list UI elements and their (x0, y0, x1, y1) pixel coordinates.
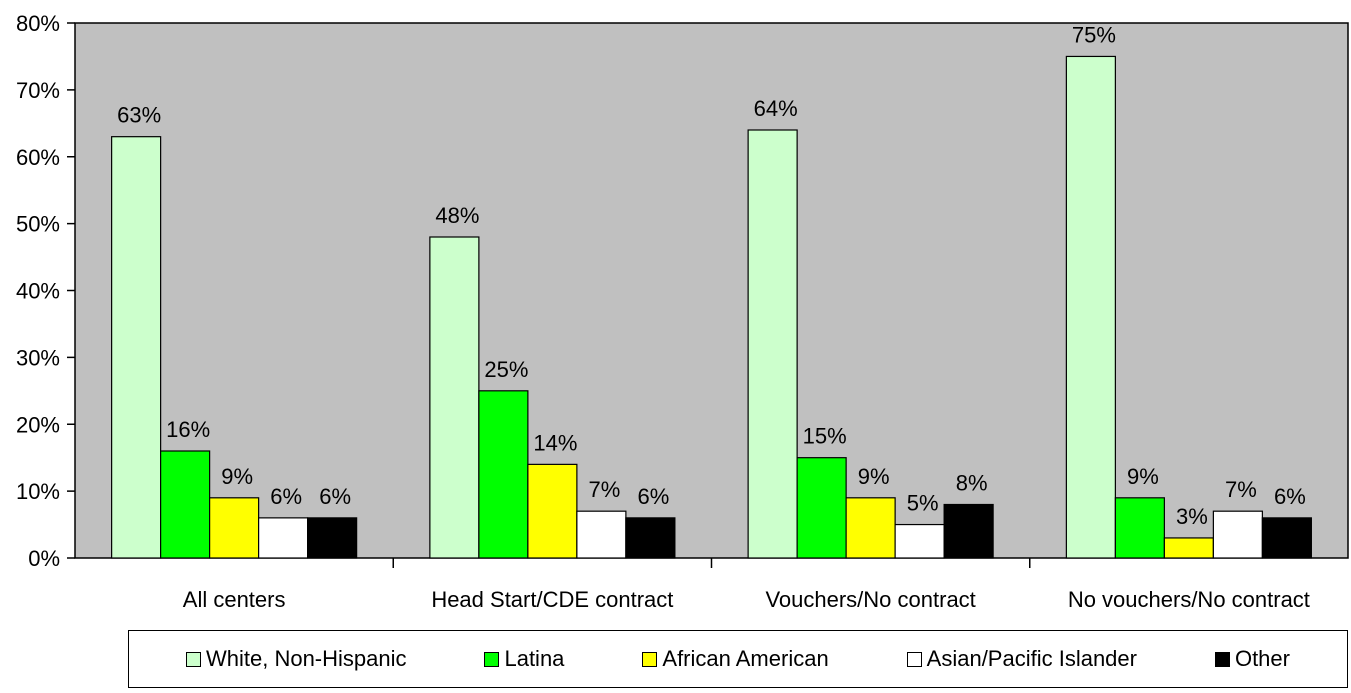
y-tick-label: 60% (16, 145, 60, 170)
category-label: All centers (183, 587, 286, 612)
legend-item: Other (1214, 646, 1290, 672)
plot-area (74, 22, 1349, 559)
bar (625, 517, 676, 559)
y-tick-label: 50% (16, 212, 60, 237)
data-label: 14% (533, 430, 577, 455)
bar-chart: 0% 10% 20% 30% 40% 50% 60% 70% 80% All centers Hea… (16, 11, 1349, 612)
data-label: 6% (319, 484, 351, 509)
legend-swatch (642, 651, 658, 667)
data-label: 75% (1072, 22, 1116, 47)
data-label: 15% (803, 424, 847, 449)
data-label: 64% (754, 96, 798, 121)
data-label: 5% (907, 491, 939, 516)
category-label: No vouchers/No contract (1068, 587, 1310, 612)
bar (258, 517, 309, 559)
bar (1261, 517, 1312, 559)
bar (307, 517, 358, 559)
legend-label: Asian/Pacific Islander (926, 646, 1137, 671)
category-label: Vouchers/No contract (765, 587, 975, 612)
data-label: 6% (1274, 484, 1306, 509)
bar (576, 510, 627, 559)
bar (845, 497, 896, 559)
y-tick-label: 80% (16, 11, 60, 36)
y-tick-label: 30% (16, 345, 60, 370)
legend-swatch (1214, 651, 1230, 667)
bar (747, 129, 798, 559)
y-tick-label: 20% (16, 412, 60, 437)
bar (1163, 537, 1214, 559)
data-label: 9% (1127, 464, 1159, 489)
y-tick-label: 0% (28, 546, 60, 571)
legend-label: African American (662, 646, 829, 671)
y-tick-label: 70% (16, 78, 60, 103)
legend: White, Non-Hispanic Latina African America… (128, 630, 1348, 688)
data-label: 16% (166, 417, 210, 442)
bar (894, 523, 945, 559)
legend-label: White, Non-Hispanic (205, 646, 407, 671)
bar (1114, 497, 1165, 559)
legend-swatch (906, 651, 922, 667)
data-label: 7% (588, 477, 620, 502)
bar (160, 450, 211, 559)
data-label: 9% (221, 464, 253, 489)
legend-item: White, Non-Hispanic (185, 646, 407, 672)
legend-swatch (185, 651, 201, 667)
legend-item: Asian/Pacific Islander (906, 646, 1137, 672)
data-label: 6% (270, 484, 302, 509)
data-label: 6% (637, 484, 669, 509)
bar (943, 503, 994, 559)
bar (111, 136, 162, 559)
y-tick-label: 40% (16, 279, 60, 304)
bar (796, 457, 847, 559)
legend-label: Other (1234, 646, 1290, 671)
data-label: 48% (435, 203, 479, 228)
bar (1065, 55, 1116, 559)
data-label: 9% (858, 464, 890, 489)
category-label: Head Start/CDE contract (431, 587, 673, 612)
legend-item: African American (642, 646, 829, 672)
data-label: 63% (117, 103, 161, 128)
data-label: 3% (1176, 504, 1208, 529)
bar (1212, 510, 1263, 559)
bar (478, 390, 529, 559)
legend-label: Latina (504, 646, 565, 671)
legend-swatch (484, 651, 500, 667)
legend-item: Latina (484, 646, 564, 672)
data-label: 25% (484, 357, 528, 382)
bar (429, 236, 480, 559)
data-label: 8% (956, 471, 988, 496)
bar (527, 463, 578, 559)
bar (209, 497, 260, 559)
data-label: 7% (1225, 477, 1257, 502)
y-tick-label: 10% (16, 479, 60, 504)
